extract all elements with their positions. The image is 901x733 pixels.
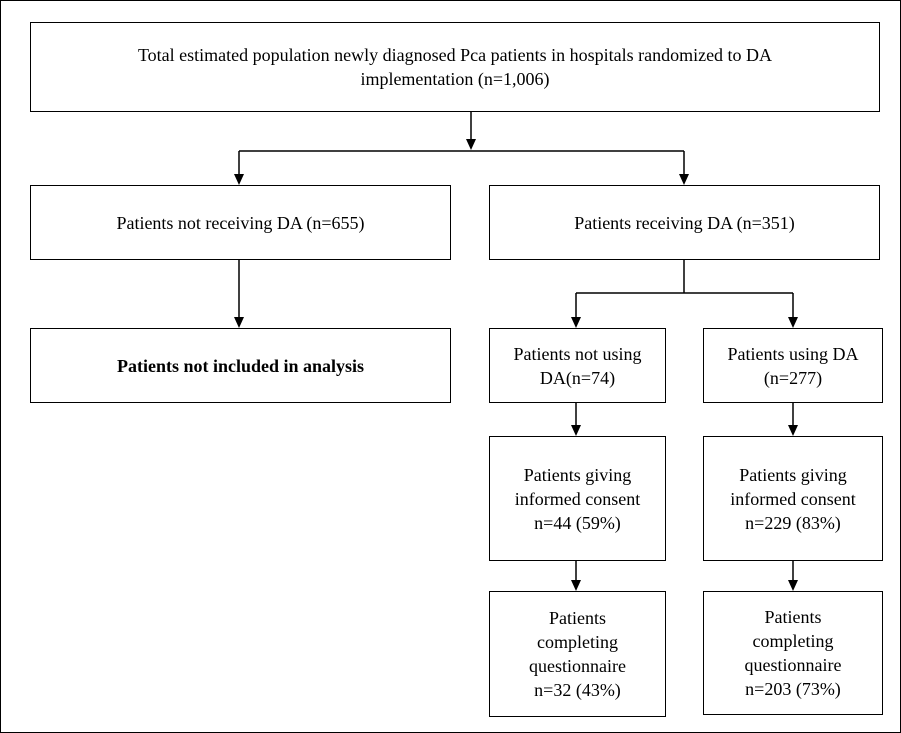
using-text: Patients using DA (n=277) xyxy=(727,343,859,388)
arrowhead xyxy=(571,317,581,328)
consent-not-using-text: Patients giving informed consent n=44 (5… xyxy=(514,464,641,533)
questionnaire-not-using-text: Patients completing questionnaire n=32 (… xyxy=(529,608,626,700)
questionnaire-not-using-box: Patients completing questionnaire n=32 (… xyxy=(489,591,666,717)
receiving-text: Patients receiving DA (n=351) xyxy=(574,212,795,233)
not-using-text: Patients not using DA(n=74) xyxy=(513,343,642,388)
not-using-box: Patients not using DA(n=74) xyxy=(489,328,666,403)
questionnaire-using-text: Patients completing questionnaire n=203 … xyxy=(744,607,842,699)
arrowhead xyxy=(679,174,689,185)
arrowhead xyxy=(234,317,244,328)
not-included-box: Patients not included in analysis xyxy=(30,328,451,403)
arrowhead xyxy=(788,425,798,436)
not-included-text: Patients not included in analysis xyxy=(116,355,365,376)
total-population-text: Total estimated population newly diagnos… xyxy=(137,45,773,89)
questionnaire-using-box: Patients completing questionnaire n=203 … xyxy=(703,591,883,715)
total-population-box: Total estimated population newly diagnos… xyxy=(30,22,880,112)
arrowhead xyxy=(788,317,798,328)
not-receiving-text: Patients not receiving DA (n=655) xyxy=(116,212,365,233)
consent-using-box: Patients giving informed consent n=229 (… xyxy=(703,436,883,561)
arrowhead xyxy=(466,139,476,150)
arrowhead xyxy=(571,425,581,436)
arrowhead xyxy=(571,580,581,591)
using-box: Patients using DA (n=277) xyxy=(703,328,883,403)
receiving-box: Patients receiving DA (n=351) xyxy=(489,185,880,260)
arrowhead xyxy=(788,580,798,591)
consent-using-text: Patients giving informed consent n=229 (… xyxy=(730,464,856,533)
not-receiving-box: Patients not receiving DA (n=655) xyxy=(30,185,451,260)
arrowhead xyxy=(234,174,244,185)
consent-not-using-box: Patients giving informed consent n=44 (5… xyxy=(489,436,666,561)
